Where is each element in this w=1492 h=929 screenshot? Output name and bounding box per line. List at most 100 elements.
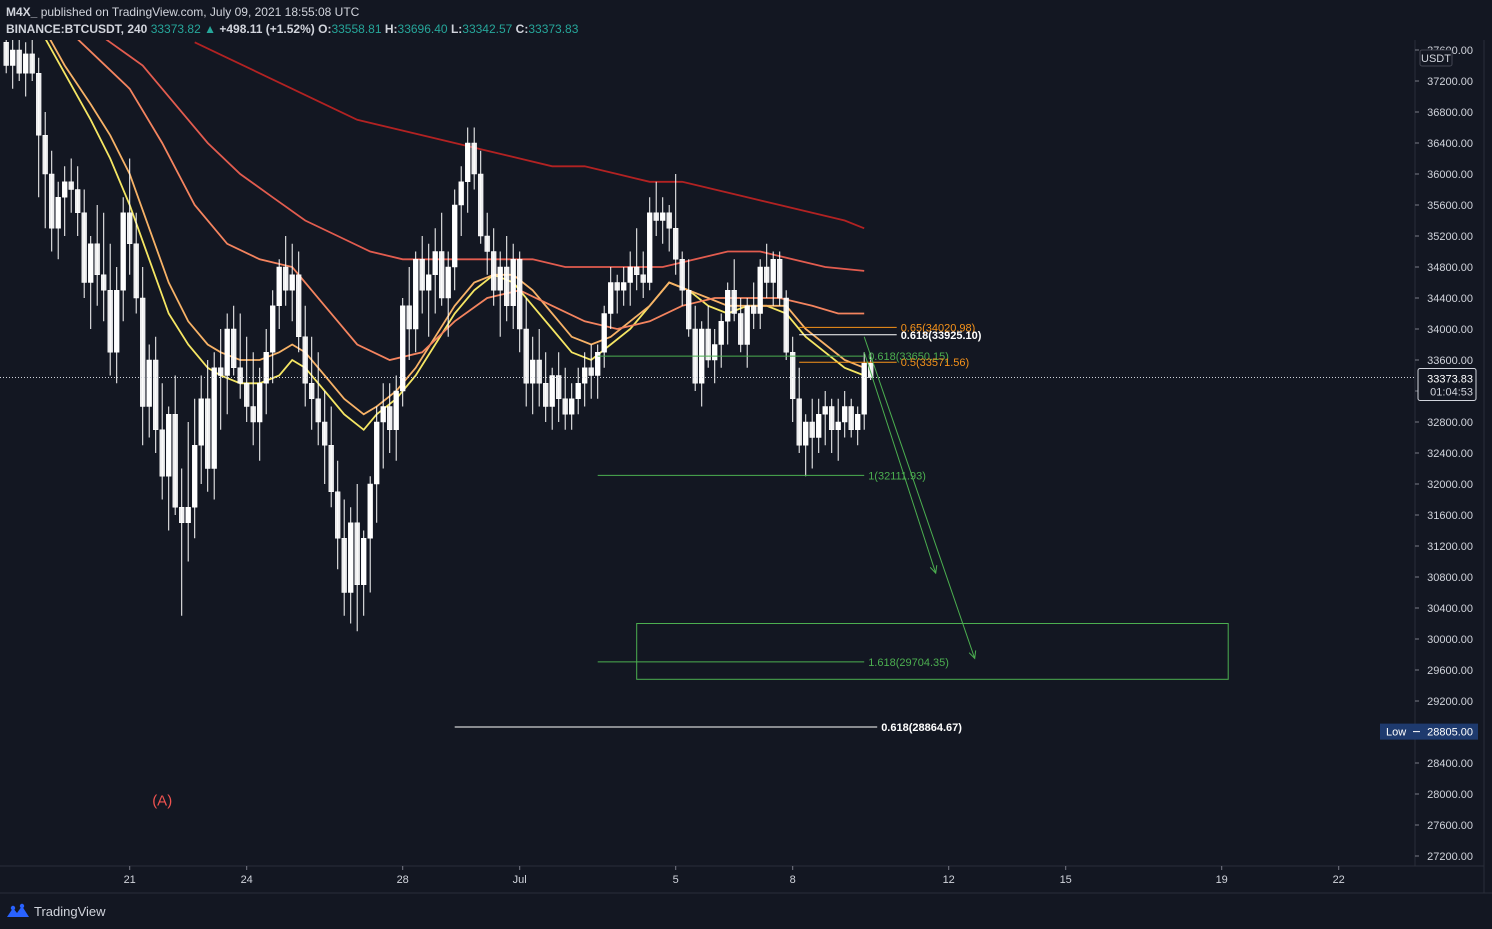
candle [16,40,22,81]
candle [270,290,276,384]
candle-body [679,259,685,291]
candle [783,290,789,360]
candle [445,251,451,337]
ema-line-ema_e [194,41,865,230]
candle-body [335,491,341,539]
candle [842,391,848,438]
candle [302,305,308,407]
candle [491,228,497,306]
candle [790,336,796,422]
candle [452,189,458,291]
candle-body [764,266,770,283]
candle-body [263,352,269,384]
candle [289,243,295,322]
candle-body [224,328,230,376]
candle-body [790,352,796,399]
candle [523,298,529,407]
candle-body [419,259,425,291]
candle-body [822,406,828,415]
candle [809,398,815,469]
candle-body [582,367,588,384]
symbol-line: BINANCE:BTCUSDT, 240 33373.82 ▲ +498.11 … [6,22,578,36]
candle-body [523,328,529,384]
fib-label: 1(32111.93) [868,470,926,482]
candle [159,383,165,500]
y-tick-label: 36800.00 [1427,107,1473,119]
candle [725,282,731,345]
low-marker-label: Low [1386,727,1406,739]
candle [192,398,198,539]
candle [257,367,263,461]
open-label: O: [318,22,332,36]
y-tick-label: 31600.00 [1427,510,1473,522]
y-tick-label: 32400.00 [1427,448,1473,460]
candle [608,267,614,329]
candle-body [179,507,185,523]
candle [341,499,347,616]
candle-body [309,383,315,399]
candle-body [757,266,763,314]
candle [692,305,698,391]
candle-body [458,181,464,206]
candle [777,251,783,306]
candle [250,352,256,446]
candle-body [712,344,718,361]
candle-body [387,406,393,430]
candle-body [816,414,822,438]
candle [263,329,269,415]
candle-body [55,197,61,229]
candle [146,344,152,438]
candle-body [192,445,198,508]
y-tick-label: 28000.00 [1427,789,1473,801]
candle [244,336,250,422]
candle-body [829,406,835,430]
candle-body [549,375,555,407]
x-tick-label: 15 [1060,874,1072,886]
x-tick-label: 21 [124,874,136,886]
candle [55,181,61,260]
candle-body [452,204,458,268]
candle-body [861,363,867,415]
candle-body [783,297,789,353]
candle [172,375,178,515]
candle-body [361,538,367,585]
candle-body [868,363,874,378]
candle [361,530,367,616]
candle-body [114,290,120,353]
symbol-name[interactable]: BINANCE:BTCUSDT, 240 [6,22,148,36]
candle [387,383,393,453]
candle-body [731,290,737,314]
candle-body [10,49,16,66]
candle-body [367,483,373,539]
low-marker-box [1380,723,1478,740]
candle-body [62,181,68,198]
candle-body [315,398,321,423]
candle [855,406,861,446]
candle [510,243,516,329]
candle [218,329,224,430]
candle-body [159,429,165,477]
candle-body [49,173,55,229]
candle [10,40,16,89]
candle [179,468,185,616]
candle-body [803,421,809,446]
candle-body [510,259,516,306]
author-name[interactable]: M4X_ [6,5,38,19]
candle [315,352,321,446]
candle-body [23,53,29,74]
candle [107,243,113,376]
candle-body [465,142,471,182]
candle-body [575,383,581,399]
candle-body [348,522,354,593]
last-price: 33373.82 [150,22,201,36]
candle [127,158,133,275]
candle [413,251,419,353]
candle [757,259,763,329]
candle-body [725,290,731,322]
candle [140,267,146,446]
candle-body [608,282,614,314]
tradingview-brand[interactable]: TradingView [6,902,106,920]
candle-body [536,359,542,384]
x-tick-label: 28 [397,874,409,886]
